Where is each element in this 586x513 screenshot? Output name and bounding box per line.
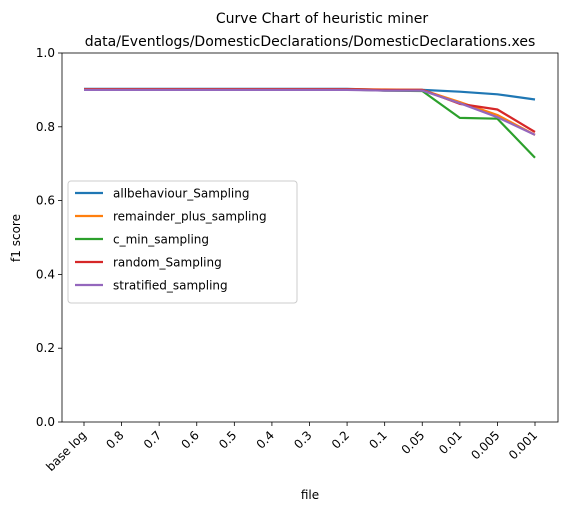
x-tick-label: 0.5 bbox=[216, 428, 239, 451]
x-tick-label: 0.01 bbox=[436, 428, 465, 457]
series-line-c-min-sampling bbox=[84, 88, 536, 159]
y-tick-label: 0.4 bbox=[36, 267, 55, 281]
x-tick-label: 0.6 bbox=[178, 428, 201, 451]
series-layer bbox=[84, 87, 536, 159]
series-line-stratified-sampling bbox=[84, 88, 536, 136]
x-tick-label: 0.001 bbox=[506, 428, 540, 462]
legend-label: c_min_sampling bbox=[113, 233, 209, 247]
y-tick-label: 1.0 bbox=[36, 46, 55, 60]
x-tick-label: 0.7 bbox=[141, 428, 164, 451]
x-tick-label: 0.005 bbox=[468, 428, 502, 462]
x-tick-label: base log bbox=[43, 428, 89, 474]
chart-subtitle: data/Eventlogs/DomesticDeclarations/Dome… bbox=[85, 34, 536, 50]
series-line-remainder-plus-sampling bbox=[84, 88, 536, 136]
y-axis: 0.0 0.2 0.4 0.6 0.8 1.0 bbox=[36, 46, 62, 429]
legend: allbehaviour_Sampling remainder_plus_samp… bbox=[67, 180, 298, 304]
series-line-random-sampling bbox=[84, 88, 536, 133]
y-tick-label: 0.2 bbox=[36, 341, 55, 355]
chart-title: Curve Chart of heuristic miner bbox=[216, 11, 428, 27]
x-axis: base log 0.8 0.7 0.6 0.5 0.4 0.3 0.2 0.1 0.05 0.01… bbox=[43, 422, 540, 474]
y-tick-label: 0.0 bbox=[36, 415, 55, 429]
y-tick-label: 0.8 bbox=[36, 120, 55, 134]
y-axis-label: f1 score bbox=[9, 214, 23, 262]
x-tick-label: 0.8 bbox=[103, 428, 126, 451]
plot-frame bbox=[61, 52, 559, 423]
x-tick-label: 0.3 bbox=[291, 428, 314, 451]
plot-area bbox=[61, 52, 559, 423]
legend-label: stratified_sampling bbox=[113, 279, 228, 293]
x-tick-label: 0.1 bbox=[366, 428, 389, 451]
x-axis-label: file bbox=[301, 488, 319, 502]
x-tick-label: 0.2 bbox=[329, 428, 352, 451]
legend-label: allbehaviour_Sampling bbox=[113, 187, 249, 201]
x-tick-label: 0.4 bbox=[254, 428, 277, 451]
legend-label: remainder_plus_sampling bbox=[113, 210, 267, 224]
x-tick-label: 0.05 bbox=[399, 428, 428, 457]
y-tick-label: 0.6 bbox=[36, 194, 55, 208]
legend-box bbox=[67, 180, 298, 304]
legend-label: random_Sampling bbox=[113, 256, 222, 270]
